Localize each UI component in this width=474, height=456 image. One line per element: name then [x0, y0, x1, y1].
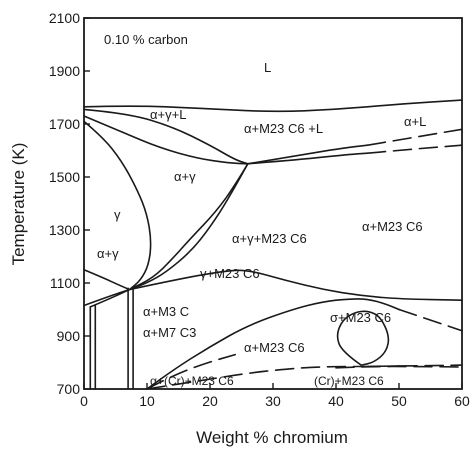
y-tick-label: 1300 [49, 222, 80, 238]
phase-boundaries [83, 99, 463, 390]
y-tick-label: 900 [57, 328, 81, 344]
x-tick-label: 0 [80, 393, 88, 409]
phase-label: α+L [404, 114, 426, 129]
phase-label: α+γ [97, 246, 119, 261]
y-tick-label: 1500 [49, 169, 80, 185]
phase-boundary-dashed [146, 365, 362, 390]
phase-boundary [83, 108, 249, 165]
x-tick-label: 20 [202, 393, 218, 409]
phase-boundary-dashed [398, 364, 463, 367]
phase-boundary-dashed [335, 365, 463, 369]
phase-label: α+γ+M23 C6 [232, 231, 307, 246]
phase-boundary [128, 163, 249, 291]
phase-label: α+M23 C6 [362, 219, 423, 234]
phase-label: α+M23 C6 [244, 340, 305, 355]
phase-boundary [83, 120, 152, 291]
phase-label: α+(Cr)+M23 C6 [150, 374, 234, 388]
x-axis-label: Weight % chromium [196, 428, 348, 447]
x-tick-label: 50 [391, 393, 407, 409]
axis-ticks: 0 10 20 30 40 50 60 700 900 1100 1300 1500 1700 1900 2… [49, 10, 470, 409]
composition-note: 0.10 % carbon [104, 32, 188, 47]
y-tick-label: 1100 [50, 275, 80, 291]
phase-boundary [146, 298, 400, 390]
x-tick-label: 30 [265, 393, 281, 409]
phase-label: γ [114, 207, 121, 222]
x-tick-label: 60 [454, 393, 470, 409]
phase-boundary [83, 288, 131, 307]
phase-labels: L α+γ+L α+M23 C6 +L α+L α+γ γ α+γ+M23 C6… [97, 60, 426, 388]
y-tick-label: 1700 [49, 116, 80, 132]
phase-label: α+γ+L [150, 107, 186, 122]
phase-boundary [128, 163, 249, 291]
phase-boundary [128, 269, 463, 301]
x-tick-label: 40 [328, 393, 344, 409]
phase-label: α+M3 C [143, 304, 189, 319]
plot-frame [83, 17, 463, 390]
y-tick-label: 1900 [49, 63, 80, 79]
phase-boundary-dashed [146, 353, 236, 390]
y-tick-label: 2100 [49, 10, 80, 26]
x-tick-label: 10 [139, 393, 155, 409]
phase-boundary [83, 115, 249, 165]
phase-label: γ+M23 C6 [200, 266, 260, 281]
y-axis-label: Temperature (K) [9, 143, 28, 266]
phase-label: α+M23 C6 +L [244, 121, 323, 136]
y-tick-label: 700 [57, 381, 81, 397]
phase-label: α+M7 C3 [143, 325, 196, 340]
phase-boundary [247, 152, 369, 165]
phase-label: α+γ [174, 169, 196, 184]
phase-label: σ+M23 C6 [330, 310, 391, 325]
phase-boundary [83, 99, 463, 113]
phase-boundary [83, 269, 131, 291]
phase-boundary-dashed [366, 128, 463, 146]
phase-label: L [264, 60, 271, 75]
phase-boundary [89, 288, 131, 308]
phase-boundary [336, 310, 390, 366]
phase-boundary-dashed [366, 144, 463, 154]
phase-boundary-dashed [398, 308, 463, 332]
phase-label: (Cr)+M23 C6 [314, 374, 384, 388]
phase-boundary [247, 144, 369, 165]
